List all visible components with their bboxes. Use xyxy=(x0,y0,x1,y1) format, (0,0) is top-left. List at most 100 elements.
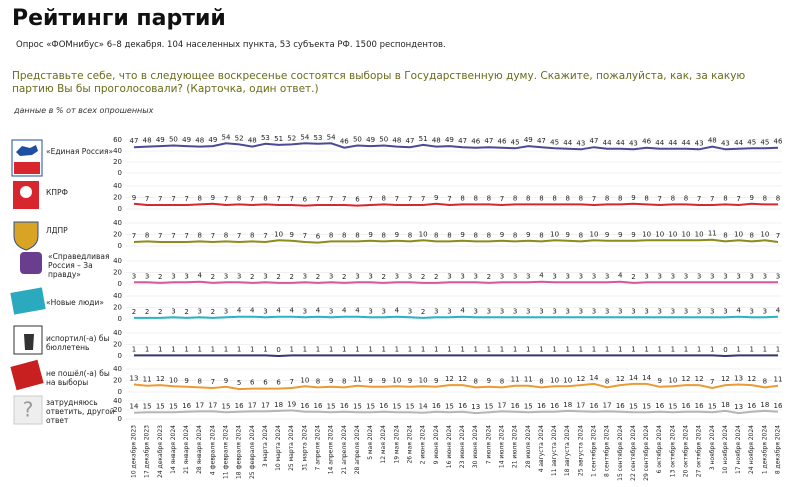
value-label: 7 xyxy=(408,195,412,203)
value-label: 15 xyxy=(143,402,152,410)
value-label: 50 xyxy=(379,136,388,144)
value-label: 10 xyxy=(300,376,309,384)
value-label: 3 xyxy=(132,272,136,280)
value-label: 11 xyxy=(524,376,533,384)
value-label: 3 xyxy=(381,307,385,315)
x-tick-label: 7 июля 2024 xyxy=(485,425,492,464)
value-label: 1 xyxy=(605,345,609,353)
value-label: 6 xyxy=(316,233,321,241)
value-label: 9 xyxy=(434,194,438,202)
value-label: 3 xyxy=(657,272,661,280)
x-tick-label: 21 января 2024 xyxy=(183,425,190,474)
value-label: 3 xyxy=(763,272,767,280)
value-label: 7 xyxy=(171,195,175,203)
value-label: 15 xyxy=(156,402,165,410)
value-label: 8 xyxy=(342,231,346,239)
y-tick-label: 0 xyxy=(118,169,122,177)
value-label: 8 xyxy=(776,194,780,202)
value-label: 7 xyxy=(395,195,399,203)
value-label: 1 xyxy=(197,345,201,353)
value-label: 3 xyxy=(368,307,372,315)
value-label: 9 xyxy=(526,231,530,239)
value-label: 1 xyxy=(408,345,412,353)
value-label: 8 xyxy=(224,231,228,239)
value-label: 9 xyxy=(329,377,333,385)
value-label: 10 xyxy=(668,230,677,238)
value-label: 16 xyxy=(511,402,520,410)
title: Рейтинги партий xyxy=(12,6,226,31)
x-tick-label: 11 февраля 2024 xyxy=(223,425,230,479)
value-label: 10 xyxy=(734,230,743,238)
value-label: 12 xyxy=(747,375,756,383)
value-label: 53 xyxy=(314,134,323,142)
value-label: 16 xyxy=(682,402,691,410)
value-label: 43 xyxy=(629,139,638,147)
value-label: 6 xyxy=(303,196,308,204)
value-label: 3 xyxy=(447,307,451,315)
value-label: 7 xyxy=(132,232,136,240)
value-label: 16 xyxy=(432,402,441,410)
value-label: 8 xyxy=(145,231,149,239)
value-label: 8 xyxy=(513,194,517,202)
value-label: 1 xyxy=(500,345,504,353)
x-tick-label: 10 ноября 2024 xyxy=(722,425,729,474)
series-name: ЛДПР xyxy=(46,226,68,235)
value-label: 1 xyxy=(132,345,136,353)
value-label: 8 xyxy=(355,231,359,239)
value-label: 7 xyxy=(316,195,320,203)
value-label: 8 xyxy=(763,377,767,385)
x-tick-label: 8 сентября 2024 xyxy=(604,425,611,477)
value-label: 9 xyxy=(434,377,438,385)
value-label: 11 xyxy=(143,376,152,384)
value-label: 8 xyxy=(381,194,385,202)
value-label: 1 xyxy=(579,345,583,353)
value-label: 17 xyxy=(576,401,585,409)
value-label: 16 xyxy=(379,402,388,410)
value-label: 9 xyxy=(224,377,228,385)
value-label: 7 xyxy=(776,232,780,240)
x-tick-label: 7 апреля 2024 xyxy=(315,425,322,471)
value-label: 9 xyxy=(631,231,635,239)
y-tick-label: 20 xyxy=(113,231,122,239)
value-label: 3 xyxy=(303,272,307,280)
value-label: 9 xyxy=(631,194,635,202)
value-label: 3 xyxy=(171,272,175,280)
value-label: 8 xyxy=(684,194,688,202)
value-label: 8 xyxy=(565,194,569,202)
value-label: 16 xyxy=(695,402,704,410)
y-tick-label: 40 xyxy=(113,257,122,265)
value-label: 15 xyxy=(392,402,401,410)
y-tick-label: 0 xyxy=(118,205,122,213)
value-label: 11 xyxy=(353,376,362,384)
value-label: 3 xyxy=(631,307,635,315)
value-label: 16 xyxy=(458,402,467,410)
value-label: 47 xyxy=(458,137,467,145)
value-label: 3 xyxy=(368,272,372,280)
series-line xyxy=(133,142,779,151)
value-label: 12 xyxy=(682,375,691,383)
value-label: 3 xyxy=(447,272,451,280)
value-label: 7 xyxy=(158,195,162,203)
x-tick-label: 10 декабря 2023 xyxy=(131,425,138,478)
value-label: 3 xyxy=(408,272,412,280)
value-label: 1 xyxy=(184,345,188,353)
value-label: 15 xyxy=(445,402,454,410)
value-label: 3 xyxy=(395,272,399,280)
x-tick-label: 1 декабря 2024 xyxy=(761,425,768,474)
value-label: 15 xyxy=(353,402,362,410)
value-label: 1 xyxy=(421,345,425,353)
y-tick-label: 40 xyxy=(113,182,122,190)
series-name: КПРФ xyxy=(46,188,68,197)
x-tick-label: 19 мая 2024 xyxy=(393,425,400,464)
value-label: 15 xyxy=(366,402,375,410)
value-label: 8 xyxy=(473,194,477,202)
x-tick-label: 2 июня 2024 xyxy=(420,425,427,465)
value-label: 1 xyxy=(211,345,215,353)
value-label: 15 xyxy=(668,402,677,410)
value-label: 7 xyxy=(500,195,504,203)
value-label: 4 xyxy=(539,272,544,280)
value-label: 7 xyxy=(710,195,714,203)
value-label: 10 xyxy=(169,376,178,384)
